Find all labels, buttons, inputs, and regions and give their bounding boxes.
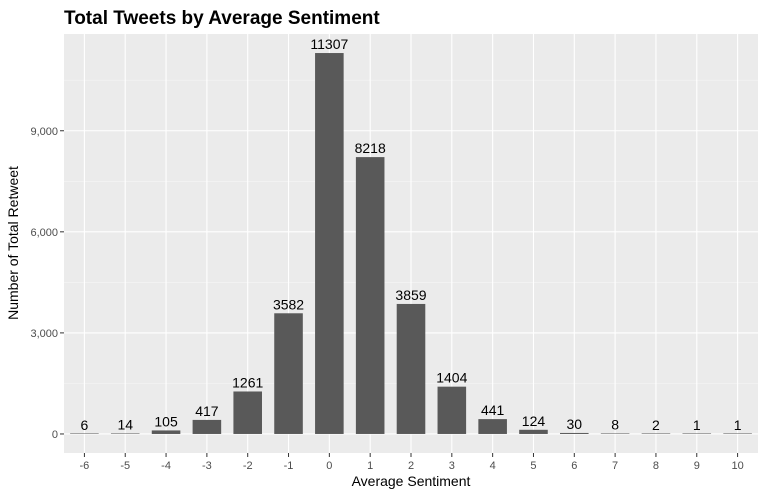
y-axis: 0 3,000 6,000 9,000 xyxy=(30,126,64,441)
bar-data-label: 1404 xyxy=(436,370,467,386)
data-labels: 6 14 105 417 1261 3582 11307 8218 3859 1404 441 124… xyxy=(81,36,742,433)
bar xyxy=(151,430,181,434)
y-tick-label: 9,000 xyxy=(30,126,58,138)
x-axis: -6 -5 -4 -3 -2 -1 0 1 2 3 4 5 6 7 8 9 10 xyxy=(80,453,744,472)
x-tick-label: 2 xyxy=(408,460,414,472)
x-tick-label: 8 xyxy=(653,460,659,472)
bars xyxy=(70,53,752,434)
bar-data-label: 1261 xyxy=(232,374,263,390)
bar xyxy=(519,429,548,434)
x-tick-label: 0 xyxy=(326,460,332,472)
y-tick-label: 3,000 xyxy=(30,328,58,340)
bar xyxy=(560,432,589,434)
y-tick-label: 6,000 xyxy=(30,227,58,239)
bar-data-label: 124 xyxy=(522,413,546,429)
bar-data-label: 3859 xyxy=(395,287,426,303)
bar xyxy=(192,419,222,434)
x-tick-label: -4 xyxy=(161,460,171,472)
bar-data-label: 2 xyxy=(652,417,660,433)
bar xyxy=(682,433,712,434)
bar-data-label: 14 xyxy=(117,416,133,432)
bar-data-label: 105 xyxy=(154,413,178,429)
bar-data-label: 3582 xyxy=(273,296,304,312)
bar-data-label: 11307 xyxy=(310,36,348,52)
x-tick-label: 10 xyxy=(731,460,743,472)
x-tick-label: 7 xyxy=(612,460,618,472)
bar-data-label: 417 xyxy=(195,403,219,419)
bar-data-label: 6 xyxy=(81,417,89,433)
x-tick-label: -6 xyxy=(80,460,90,472)
chart-title: Total Tweets by Average Sentiment xyxy=(64,8,380,29)
x-tick-label: 5 xyxy=(530,460,536,472)
bar-data-label: 1 xyxy=(693,417,701,433)
bar-data-label: 8218 xyxy=(355,140,386,156)
x-tick-label: 6 xyxy=(571,460,577,472)
bar xyxy=(437,386,467,434)
x-axis-title: Average Sentiment xyxy=(352,473,471,489)
x-tick-label: 4 xyxy=(490,460,496,472)
y-tick-label: 0 xyxy=(52,429,58,441)
bar xyxy=(723,433,752,434)
bar xyxy=(70,433,99,434)
x-tick-label: -5 xyxy=(120,460,130,472)
y-axis-title: Number of Total Retweet xyxy=(5,166,21,320)
bar xyxy=(478,419,507,434)
bar xyxy=(315,53,344,434)
x-tick-label: -2 xyxy=(243,460,253,472)
bar xyxy=(233,391,262,434)
bar xyxy=(396,303,426,434)
bar xyxy=(355,157,385,434)
bar-data-label: 441 xyxy=(481,402,505,418)
bar xyxy=(641,433,671,434)
bar-data-label: 30 xyxy=(567,416,583,432)
x-tick-label: 3 xyxy=(449,460,455,472)
bar-data-label: 8 xyxy=(611,417,619,433)
x-tick-label: 1 xyxy=(367,460,373,472)
x-tick-label: -1 xyxy=(284,460,294,472)
bar-data-label: 1 xyxy=(734,417,742,433)
bar xyxy=(110,433,140,434)
x-tick-label: -3 xyxy=(202,460,212,472)
bar xyxy=(274,313,303,434)
x-tick-label: 9 xyxy=(694,460,700,472)
bar xyxy=(600,433,630,434)
